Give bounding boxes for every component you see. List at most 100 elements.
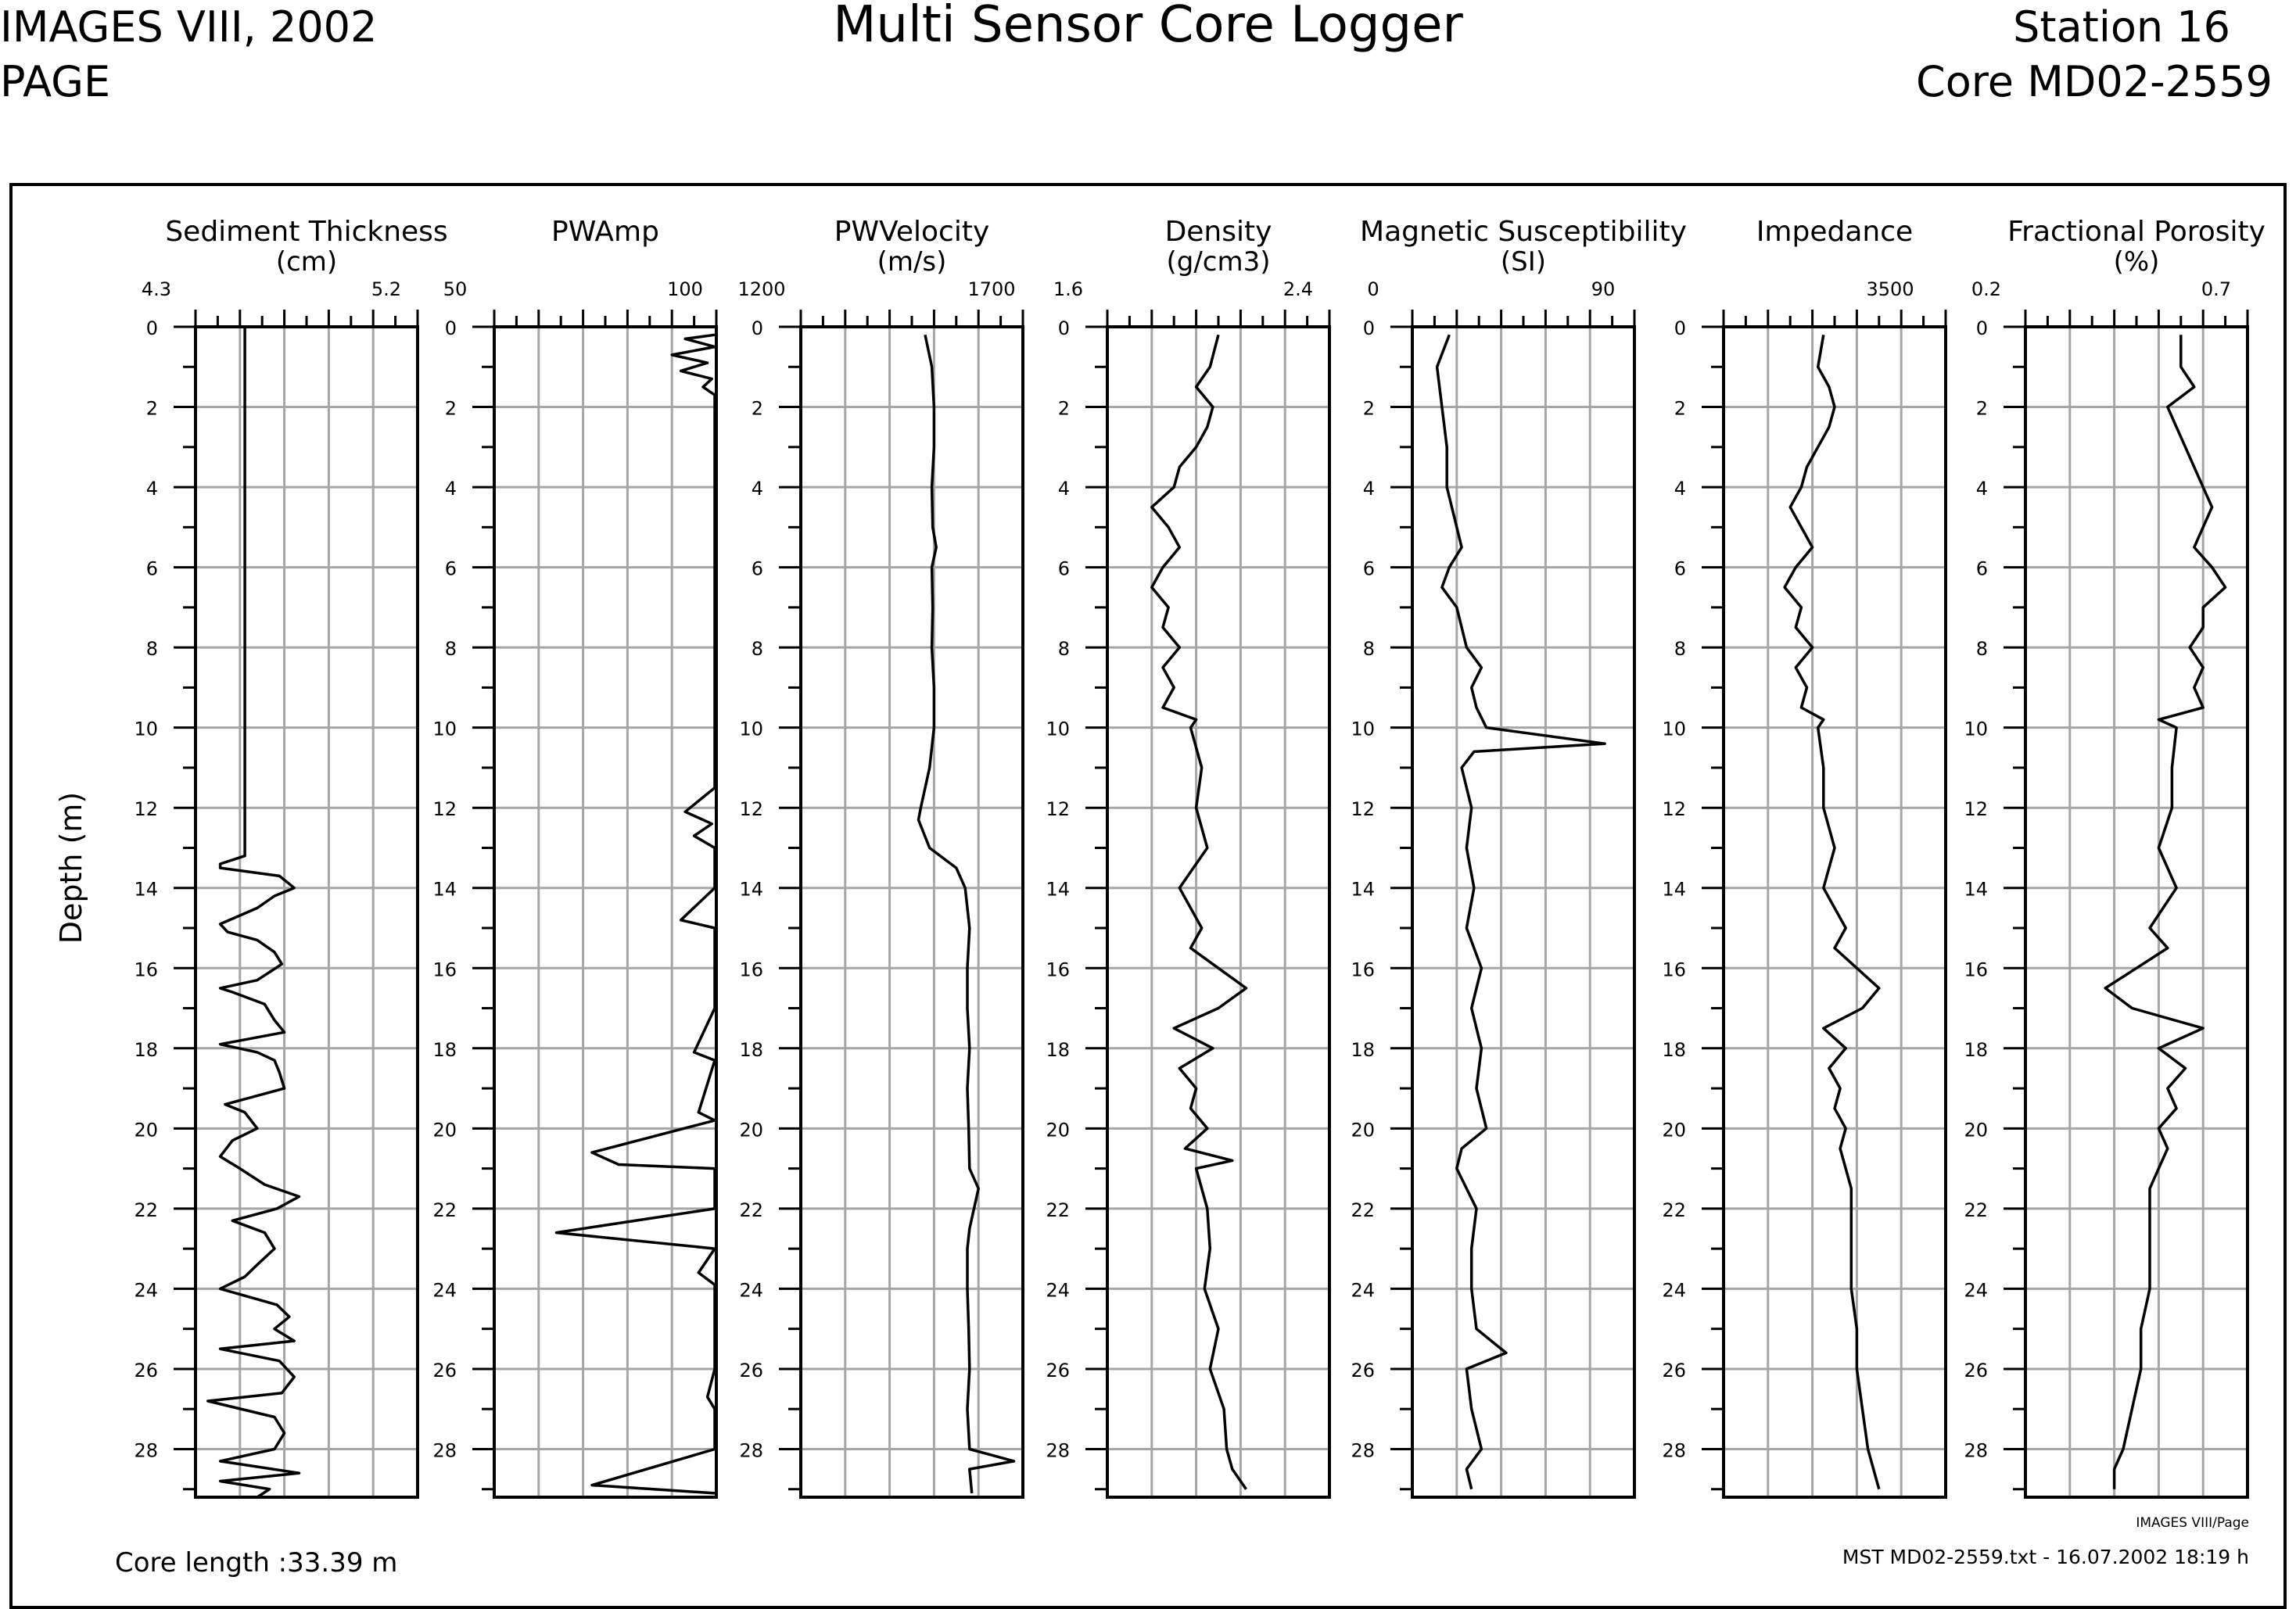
depth-tick-label: 18 (432, 1039, 457, 1061)
station-label: Station 16 (2013, 2, 2230, 52)
depth-tick-label: 18 (134, 1039, 158, 1061)
depth-tick-label: 2 (146, 398, 158, 420)
depth-tick-label: 16 (1046, 959, 1070, 980)
depth-tick-label: 22 (1964, 1199, 1988, 1221)
depth-tick-label: 20 (134, 1119, 158, 1141)
depth-tick-label: 4 (1674, 478, 1686, 500)
depth-tick-label: 28 (432, 1439, 457, 1461)
depth-tick-label: 16 (432, 959, 457, 980)
panel-frame (1411, 325, 1636, 1499)
depth-tick-label: 10 (1662, 718, 1686, 740)
x-max-label: 100 (667, 278, 703, 300)
panel-frame (1106, 325, 1331, 1499)
depth-tick-label: 14 (134, 879, 158, 901)
depth-tick-label: 8 (1674, 638, 1686, 660)
depth-tick-label: 28 (739, 1439, 763, 1461)
depth-tick-label: 16 (1964, 959, 1988, 980)
depth-tick-label: 22 (739, 1199, 763, 1221)
core-label: Core MD02-2559 (1916, 57, 2273, 106)
depth-tick-label: 4 (146, 478, 158, 500)
depth-tick-label: 12 (1351, 798, 1375, 820)
x-min-label: 1200 (737, 278, 785, 300)
depth-tick-label: 24 (1964, 1279, 1988, 1301)
depth-tick-label: 26 (739, 1360, 763, 1381)
page-title: Multi Sensor Core Logger (833, 0, 1463, 54)
depth-tick-label: 28 (1046, 1439, 1070, 1461)
depth-tick-label: 24 (134, 1279, 158, 1301)
x-min-label: 4.3 (142, 278, 171, 300)
depth-tick-label: 6 (1363, 558, 1375, 580)
depth-tick-label: 16 (739, 959, 763, 980)
depth-tick-label: 6 (1058, 558, 1070, 580)
depth-tick-label: 0 (1674, 317, 1686, 339)
depth-tick-label: 28 (1662, 1439, 1686, 1461)
depth-tick-label: 2 (445, 398, 457, 420)
depth-tick-label: 24 (739, 1279, 763, 1301)
depth-tick-label: 18 (1964, 1039, 1988, 1061)
x-max-label: 0.7 (2201, 278, 2231, 300)
depth-tick-label: 16 (1662, 959, 1686, 980)
depth-tick-label: 22 (1046, 1199, 1070, 1221)
x-max-label: 2.4 (1283, 278, 1313, 300)
depth-tick-label: 26 (432, 1360, 457, 1381)
depth-tick-label: 26 (1662, 1360, 1686, 1381)
depth-tick-label: 10 (1351, 718, 1375, 740)
panel-title: Magnetic Susceptibility (1360, 216, 1687, 248)
panel-title: Fractional Porosity (2007, 216, 2266, 248)
depth-tick-label: 14 (1351, 879, 1375, 901)
depth-tick-label: 20 (432, 1119, 457, 1141)
depth-tick-label: 12 (134, 798, 158, 820)
depth-tick-label: 8 (1363, 638, 1375, 660)
depth-tick-label: 0 (1976, 317, 1988, 339)
page-label: PAGE (0, 57, 111, 106)
depth-tick-label: 2 (1363, 398, 1375, 420)
panel-3: 0246810121416182022242628PWVelocity(m/s)… (737, 216, 1024, 1499)
panel-frame (493, 325, 718, 1499)
depth-tick-label: 8 (445, 638, 457, 660)
depth-tick-label: 20 (1662, 1119, 1686, 1141)
depth-tick-label: 14 (432, 879, 457, 901)
series-line (554, 333, 716, 1495)
x-min-label: 0.2 (1971, 278, 2001, 300)
x-min-label: 50 (443, 278, 468, 300)
depth-tick-label: 24 (432, 1279, 457, 1301)
depth-tick-label: 26 (1351, 1360, 1375, 1381)
depth-tick-label: 10 (1964, 718, 1988, 740)
series-line (917, 334, 1016, 1494)
depth-tick-label: 12 (739, 798, 763, 820)
depth-tick-label: 12 (432, 798, 457, 820)
depth-tick-label: 28 (1964, 1439, 1988, 1461)
depth-tick-label: 26 (1964, 1360, 1988, 1381)
panel-title: PWVelocity (834, 216, 990, 248)
depth-tick-label: 0 (752, 317, 763, 339)
depth-tick-label: 10 (739, 718, 763, 740)
depth-tick-label: 12 (1964, 798, 1988, 820)
depth-tick-label: 0 (1058, 317, 1070, 339)
series-line (1783, 335, 1881, 1490)
depth-tick-label: 10 (1046, 718, 1070, 740)
file-info-text: MST MD02-2559.txt - 16.07.2002 18:19 h (1842, 1546, 2249, 1568)
depth-tick-label: 2 (1674, 398, 1686, 420)
depth-tick-label: 6 (1674, 558, 1686, 580)
depth-tick-label: 22 (1662, 1199, 1686, 1221)
x-min-label: 1.6 (1053, 278, 1083, 300)
depth-tick-label: 12 (1046, 798, 1070, 820)
depth-tick-label: 8 (146, 638, 158, 660)
depth-tick-label: 4 (1976, 478, 1988, 500)
depth-tick-label: 2 (752, 398, 763, 420)
x-min-label: 0 (1367, 278, 1379, 300)
panel-title: PWAmp (551, 216, 659, 248)
depth-tick-label: 2 (1976, 398, 1988, 420)
depth-tick-label: 14 (1964, 879, 1988, 901)
depth-tick-label: 14 (1662, 879, 1686, 901)
x-max-label: 3500 (1866, 278, 1914, 300)
depth-tick-label: 4 (445, 478, 457, 500)
depth-tick-label: 22 (1351, 1199, 1375, 1221)
plot-frame (9, 183, 2287, 1609)
depth-tick-label: 18 (739, 1039, 763, 1061)
depth-tick-label: 26 (134, 1360, 158, 1381)
